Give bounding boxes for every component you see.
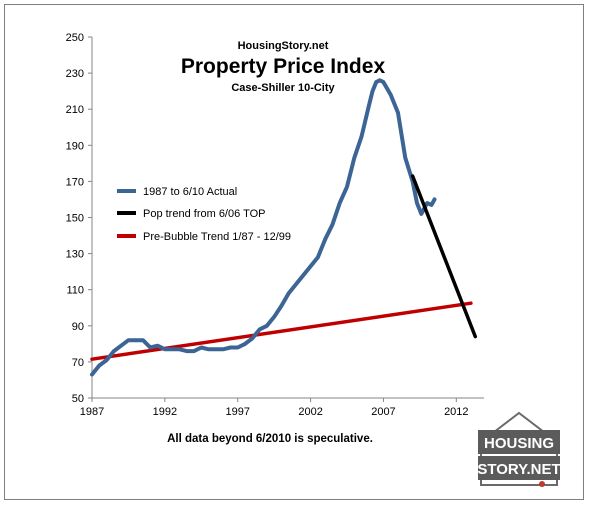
chart-subtitle: Case-Shiller 10-City: [231, 82, 335, 94]
logo-line2: STORY.NET: [477, 461, 560, 478]
series-line-prebubble-trend: [90, 301, 473, 361]
x-tick-label: 1997: [225, 406, 249, 418]
logo-line1: HOUSING: [484, 435, 554, 452]
series-group: [90, 78, 478, 377]
legend-label-prebubble: Pre-Bubble Trend 1/87 - 12/99: [143, 231, 291, 243]
x-tick-label: 2012: [444, 406, 468, 418]
legend-label-actual: 1987 to 6/10 Actual: [143, 186, 237, 198]
chart-frame: [4, 4, 584, 500]
series-line-pop-trend: [410, 174, 478, 339]
y-tick-label: 170: [66, 176, 84, 188]
y-tick-label: 150: [66, 213, 84, 225]
y-tick-label: 250: [66, 32, 84, 44]
y-tick-label: 230: [66, 68, 84, 80]
chart-site: HousingStory.net: [238, 40, 329, 52]
y-tick-label: 190: [66, 140, 84, 152]
y-tick-label: 70: [72, 357, 84, 369]
legend-label-pop: Pop trend from 6/06 TOP: [143, 208, 266, 220]
logo-leaf-icon: [539, 481, 545, 487]
x-tick-label: 2007: [371, 406, 395, 418]
x-tick-label: 1987: [80, 406, 104, 418]
y-tick-label: 90: [72, 321, 84, 333]
housingstory-logo: HOUSING STORY.NET: [477, 411, 561, 487]
y-tick-label: 110: [66, 285, 84, 297]
y-ticks: 50 70 90 110 130 150 170 190 210 230 250: [66, 32, 92, 405]
series-line-actual: [90, 78, 437, 377]
x-ticks: 1987 1992 1997 2002 2007 2012: [80, 398, 469, 418]
x-tick-label: 2002: [298, 406, 322, 418]
legend: 1987 to 6/10 Actual Pop trend from 6/06 …: [117, 186, 291, 243]
y-tick-label: 50: [72, 393, 84, 405]
chart-title: Property Price Index: [181, 55, 386, 78]
y-tick-label: 210: [66, 104, 84, 116]
y-tick-label: 130: [66, 249, 84, 261]
chart-footnote: All data beyond 6/2010 is speculative.: [167, 433, 373, 445]
x-tick-label: 1992: [153, 406, 177, 418]
logo-band-top: [478, 430, 560, 454]
logo-band-bottom: [478, 456, 560, 480]
